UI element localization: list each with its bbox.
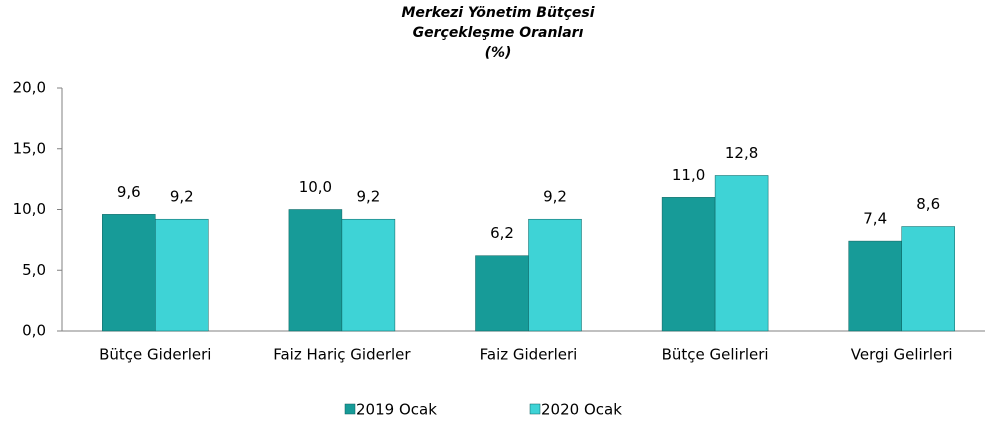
legend-swatch (344, 403, 356, 415)
y-tick-label: 15,0 (13, 139, 46, 157)
value-label: 7,4 (863, 210, 887, 228)
bar (155, 218, 209, 332)
value-label: 9,2 (170, 188, 194, 206)
value-label: 9,6 (117, 183, 141, 201)
legend-label: 2019 Ocak (356, 401, 437, 419)
bar (528, 218, 582, 332)
x-tick-label: Bütçe Giderleri (99, 346, 211, 364)
chart-title: Gerçekleşme Oranları (413, 25, 584, 41)
value-label: 10,0 (299, 178, 332, 196)
chart-title: (%) (485, 45, 512, 61)
y-tick-label: 10,0 (13, 200, 46, 218)
bar (848, 240, 902, 332)
bar (901, 226, 955, 332)
y-tick-label: 0,0 (22, 322, 46, 340)
y-tick-label: 20,0 (13, 79, 46, 97)
value-label: 12,8 (725, 144, 758, 162)
x-tick-label: Faiz Hariç Giderler (273, 346, 411, 364)
value-label: 11,0 (672, 166, 705, 184)
bar (102, 214, 156, 332)
bar (661, 197, 716, 332)
legend-label: 2020 Ocak (541, 401, 622, 419)
y-tick-label: 5,0 (22, 261, 46, 279)
bar (341, 218, 396, 332)
legend-swatch (529, 403, 541, 415)
bar (714, 175, 769, 332)
value-label: 9,2 (543, 188, 567, 206)
bar (288, 209, 343, 332)
value-label: 6,2 (490, 224, 514, 242)
value-label: 8,6 (916, 195, 940, 213)
x-tick-label: Bütçe Gelirleri (662, 346, 769, 364)
bar (475, 255, 529, 332)
x-tick-label: Vergi Gelirleri (851, 346, 953, 364)
value-label: 9,2 (356, 188, 380, 206)
x-tick-label: Faiz Giderleri (480, 346, 578, 364)
chart-title: Merkezi Yönetim Bütçesi (401, 5, 594, 21)
